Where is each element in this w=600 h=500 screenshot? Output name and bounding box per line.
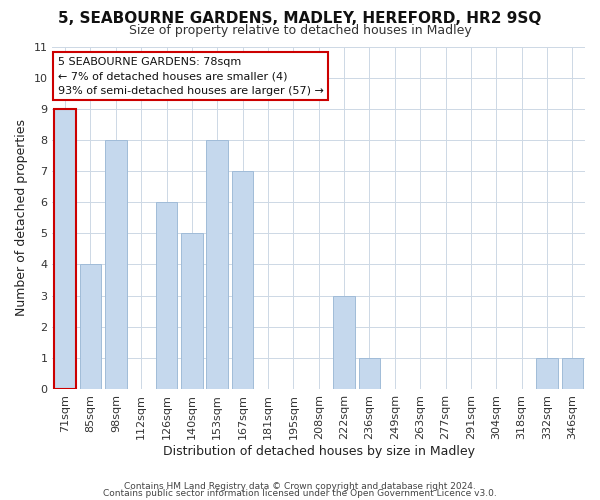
Text: Contains HM Land Registry data © Crown copyright and database right 2024.: Contains HM Land Registry data © Crown c… (124, 482, 476, 491)
Bar (333, 296, 355, 389)
Text: Size of property relative to detached houses in Madley: Size of property relative to detached ho… (128, 24, 472, 37)
Text: 5, SEABOURNE GARDENS, MADLEY, HEREFORD, HR2 9SQ: 5, SEABOURNE GARDENS, MADLEY, HEREFORD, … (58, 11, 542, 26)
Text: 5 SEABOURNE GARDENS: 78sqm
← 7% of detached houses are smaller (4)
93% of semi-d: 5 SEABOURNE GARDENS: 78sqm ← 7% of detac… (58, 57, 323, 96)
Bar (562, 358, 583, 389)
Bar (232, 171, 253, 389)
Bar (181, 234, 203, 389)
Bar (80, 264, 101, 389)
Bar (105, 140, 127, 389)
Bar (156, 202, 178, 389)
Y-axis label: Number of detached properties: Number of detached properties (15, 119, 28, 316)
X-axis label: Distribution of detached houses by size in Madley: Distribution of detached houses by size … (163, 444, 475, 458)
Bar (359, 358, 380, 389)
Bar (55, 109, 76, 389)
Bar (206, 140, 228, 389)
Text: Contains public sector information licensed under the Open Government Licence v3: Contains public sector information licen… (103, 489, 497, 498)
Bar (536, 358, 558, 389)
